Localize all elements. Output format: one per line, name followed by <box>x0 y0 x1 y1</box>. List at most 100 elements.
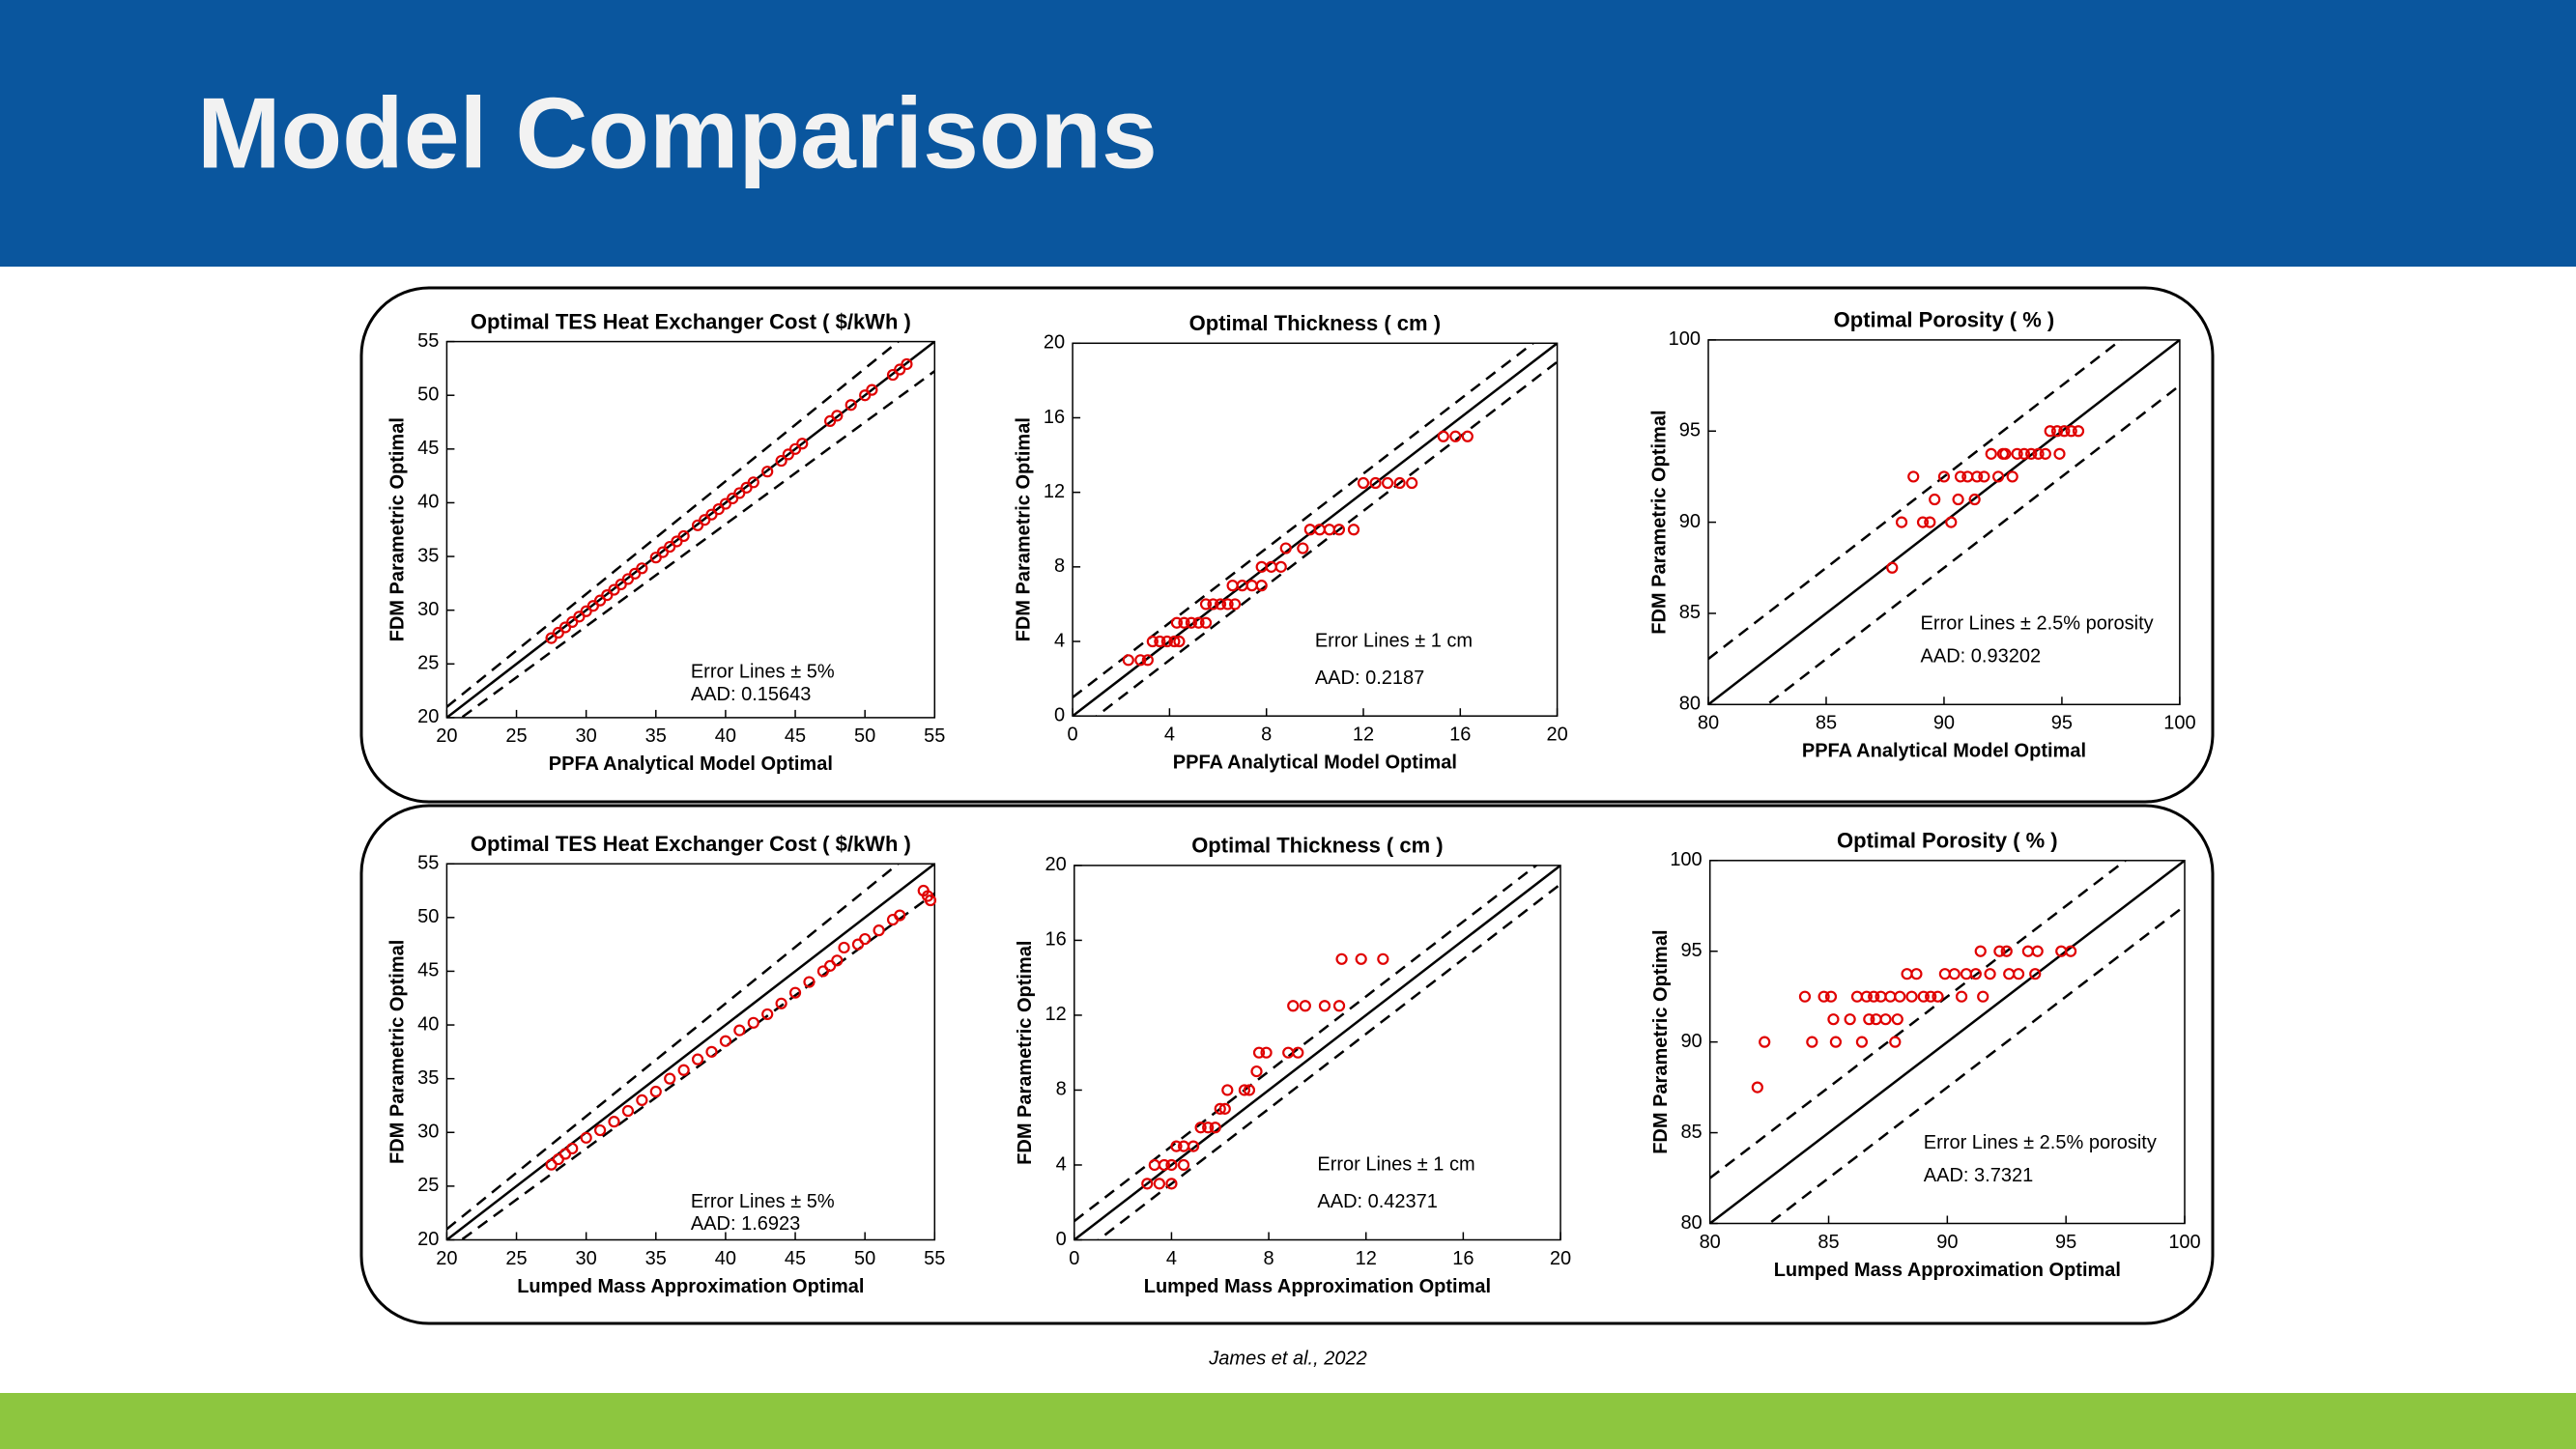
y-tick-label: 4 <box>1056 1153 1067 1175</box>
identity-line <box>1709 860 2185 1224</box>
point <box>831 954 844 967</box>
identity-line <box>1073 865 1561 1240</box>
point <box>677 1064 690 1076</box>
footer-bar <box>0 1393 2576 1449</box>
error-line <box>459 370 935 718</box>
chart-title: Optimal Porosity ( % ) <box>1837 829 2058 853</box>
point <box>1798 990 1812 1003</box>
x-tick-label: 16 <box>1449 724 1471 745</box>
x-tick-label: 90 <box>1936 1232 1958 1253</box>
point <box>1999 447 2012 460</box>
point <box>894 909 906 922</box>
point <box>1461 430 1474 442</box>
x-tick-label: 20 <box>1546 724 1567 745</box>
point <box>1238 1084 1251 1096</box>
point <box>1168 635 1181 648</box>
point <box>1937 470 1951 483</box>
point <box>2012 968 2025 980</box>
point <box>2064 945 2077 957</box>
point <box>2000 945 2013 957</box>
y-tick-label: 16 <box>1044 407 1065 428</box>
point <box>1192 616 1205 629</box>
point <box>1292 1046 1304 1059</box>
point <box>1357 476 1370 490</box>
chart: Optimal Thickness ( cm ) Lumped Mass Appr… <box>1015 834 1571 1297</box>
point <box>1377 952 1389 965</box>
point <box>1916 516 1930 528</box>
point <box>1146 635 1159 648</box>
annotation: AAD: 0.2187 <box>1315 668 1424 689</box>
annotation: AAD: 0.42371 <box>1317 1191 1438 1212</box>
point <box>1905 990 1918 1003</box>
point <box>1318 1000 1331 1012</box>
chart-title: Optimal TES Heat Exchanger Cost ( $/kWh … <box>471 832 911 856</box>
point <box>1886 561 1899 574</box>
x-tick-label: 80 <box>1698 713 1719 734</box>
error-line <box>446 341 901 708</box>
point <box>775 997 787 1009</box>
error-line <box>1764 384 2180 705</box>
chart-title: Optimal Thickness ( cm ) <box>1189 311 1441 335</box>
x-tick-label: 8 <box>1264 1248 1274 1269</box>
reference-lines <box>446 341 935 718</box>
chart: Optimal TES Heat Exchanger Cost ( $/kWh … <box>387 832 946 1297</box>
error-line <box>1073 865 1538 1223</box>
point <box>1332 524 1346 536</box>
y-tick-label: 95 <box>1679 420 1701 441</box>
point <box>1806 1036 1818 1048</box>
point <box>1229 598 1242 611</box>
annotation: AAD: 1.6923 <box>691 1213 800 1235</box>
point <box>1214 598 1227 611</box>
y-tick-label: 45 <box>417 960 439 981</box>
point <box>1381 476 1394 490</box>
point <box>1165 1178 1178 1190</box>
x-tick-label: 0 <box>1069 1248 1079 1269</box>
y-tick-label: 0 <box>1054 704 1065 725</box>
point <box>1829 1036 1842 1048</box>
x-tick-label: 85 <box>1818 1232 1839 1253</box>
point <box>1154 635 1166 648</box>
error-line <box>1709 860 2128 1179</box>
point <box>1393 476 1406 490</box>
point <box>1948 968 1961 980</box>
point <box>2011 447 2023 460</box>
point <box>1170 1140 1183 1152</box>
x-tick-label: 85 <box>1816 713 1837 734</box>
point <box>1335 952 1348 965</box>
point <box>1993 945 2006 957</box>
point <box>1260 1046 1273 1059</box>
x-tick-label: 55 <box>924 725 945 747</box>
header-bar <box>0 0 2576 267</box>
y-tick-label: 30 <box>417 599 439 620</box>
point <box>1141 654 1154 667</box>
point <box>664 1072 676 1085</box>
point <box>1347 524 1360 536</box>
y-tick-label: 55 <box>417 852 439 873</box>
x-tick-label: 55 <box>924 1248 945 1269</box>
citation: James et al., 2022 <box>1208 1348 1366 1369</box>
x-tick-label: 40 <box>715 725 736 747</box>
y-tick-label: 12 <box>1044 481 1065 502</box>
point <box>1824 990 1838 1003</box>
x-tick-label: 20 <box>436 725 457 747</box>
point <box>747 476 759 489</box>
point <box>2053 447 2066 460</box>
reference-lines <box>446 864 935 1240</box>
error-line <box>1073 343 1535 698</box>
x-tick-label: 35 <box>645 1248 667 1269</box>
annotation: Error Lines ± 2.5% porosity <box>1921 613 2154 635</box>
identity-line <box>1708 339 2180 705</box>
y-tick-label: 25 <box>417 1175 439 1196</box>
point <box>1279 542 1292 554</box>
point <box>1255 580 1268 592</box>
point <box>1985 447 1997 460</box>
point <box>866 384 878 396</box>
point <box>1207 598 1219 611</box>
y-axis-label: FDM Parametric Optimal <box>387 417 409 641</box>
point <box>1406 476 1418 490</box>
y-tick-label: 100 <box>1669 328 1701 350</box>
point <box>924 894 937 907</box>
point <box>1299 1000 1311 1012</box>
point <box>580 1131 592 1144</box>
